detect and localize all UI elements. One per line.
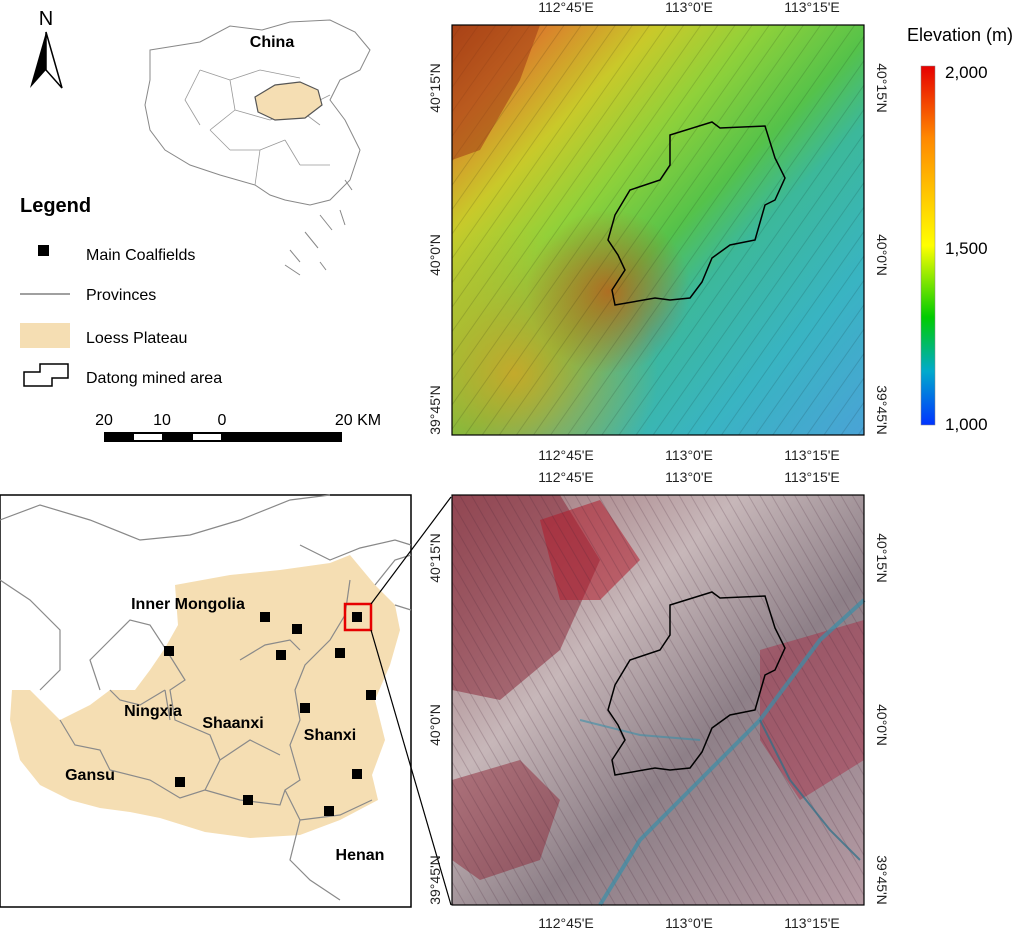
label-shaanxi: Shaanxi (202, 715, 263, 732)
loess-plateau-region (10, 555, 400, 838)
dem-tick-labels: 112°45'E 113°0'E 113°15'E 112°45'E 113°0… (427, 0, 890, 463)
dem-left-tick: 40°15'N (427, 63, 443, 113)
legend-item-loess: Loess Plateau (86, 330, 187, 347)
dem-bottom-tick: 113°15'E (784, 447, 840, 463)
image-bottom-tick: 113°15'E (784, 915, 840, 931)
elevation-title: Elevation (m) (907, 25, 1013, 45)
label-gansu: Gansu (65, 767, 115, 784)
dem-panel (451, 24, 865, 436)
coalfield-markers (164, 612, 376, 816)
image-tick-labels: 112°45'E 113°0'E 113°15'E 112°45'E 113°0… (427, 469, 890, 931)
image-left-tick: 40°15'N (427, 533, 443, 583)
elevation-tick-1000: 1,000 (945, 415, 988, 434)
dem-right-tick: 40°15'N (874, 63, 890, 113)
elevation-legend: Elevation (m) 2,000 1,500 1,000 (907, 25, 1013, 434)
china-inset-map: China (144, 19, 371, 276)
scale-label-0: 0 (218, 412, 227, 429)
elevation-tick-2000: 2,000 (945, 63, 988, 82)
study-area-highlight (343, 602, 373, 632)
image-bottom-tick: 112°45'E (538, 915, 594, 931)
scale-label-10: 10 (153, 412, 171, 429)
image-top-tick: 113°15'E (784, 469, 840, 485)
image-mined-area-outline (607, 591, 786, 776)
dem-left-tick: 39°45'N (427, 385, 443, 435)
image-left-tick: 40°0'N (427, 704, 443, 746)
legend-item-mined-area: Datong mined area (86, 370, 222, 387)
province-boundaries (0, 579, 373, 901)
tan-fill-icon (20, 323, 70, 348)
mine-outline-icon (23, 363, 69, 387)
china-loess-highlight (254, 81, 323, 121)
dem-top-tick: 113°0'E (665, 0, 713, 15)
north-arrow-icon (30, 32, 46, 88)
regional-map: Inner Mongolia Ningxia Shaanxi Shanxi Ga… (0, 494, 452, 908)
black-square-icon (38, 245, 49, 256)
north-label: N (39, 8, 53, 30)
china-label: China (250, 34, 295, 51)
legend: Legend Main Coalfields Provinces Loess P… (20, 195, 222, 387)
legend-item-coalfields: Main Coalfields (86, 247, 195, 264)
dem-bottom-tick: 112°45'E (538, 447, 594, 463)
label-shanxi: Shanxi (304, 727, 356, 744)
image-bottom-tick: 113°0'E (665, 915, 713, 931)
dem-right-tick: 39°45'N (874, 385, 890, 435)
scale-label-20km: 20 KM (335, 412, 381, 429)
scale-label-20: 20 (95, 412, 113, 429)
image-right-tick: 39°45'N (874, 855, 890, 905)
elevation-color-ramp (920, 65, 936, 426)
image-panel (451, 494, 866, 907)
dem-left-tick: 40°0'N (427, 234, 443, 276)
dem-right-tick: 40°0'N (874, 234, 890, 276)
dem-bottom-tick: 113°0'E (665, 447, 713, 463)
image-right-tick: 40°0'N (874, 704, 890, 746)
scale-bar: 20 10 0 20 KM (95, 412, 381, 442)
dem-mined-area-outline (607, 121, 786, 306)
dem-top-tick: 112°45'E (538, 0, 594, 15)
label-henan: Henan (336, 847, 385, 864)
image-top-tick: 112°45'E (538, 469, 594, 485)
legend-title: Legend (20, 195, 91, 217)
dem-top-tick: 113°15'E (784, 0, 840, 15)
image-right-tick: 40°15'N (874, 533, 890, 583)
image-left-tick: 39°45'N (427, 855, 443, 905)
label-ningxia: Ningxia (124, 703, 182, 720)
image-top-tick: 113°0'E (665, 469, 713, 485)
label-inner-mongolia: Inner Mongolia (131, 596, 245, 613)
north-arrow: N (30, 8, 63, 89)
elevation-tick-1500: 1,500 (945, 239, 988, 258)
legend-item-provinces: Provinces (86, 287, 156, 304)
